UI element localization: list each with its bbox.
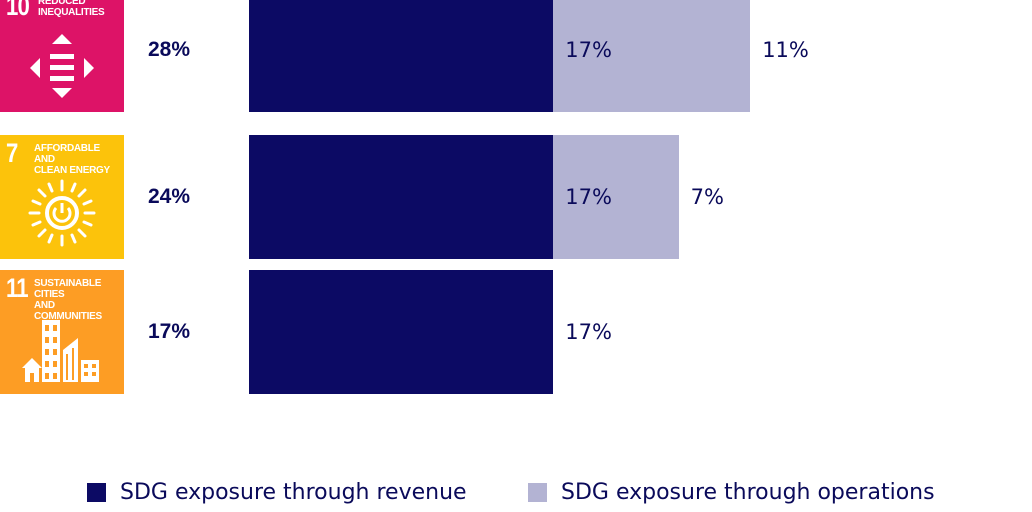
bar-label-revenue-1: 17% <box>565 185 612 209</box>
reduced-inequalities-icon <box>30 34 94 98</box>
bar-operations-1 <box>553 135 679 259</box>
total-label: 28% <box>148 38 191 61</box>
sdg-title: AFFORDABLE AND CLEAN ENERGY <box>34 143 110 176</box>
legend-label-operations: SDG exposure through operations <box>561 479 935 505</box>
legend-item-operations: SDG exposure through operations <box>528 472 935 512</box>
bar-operations-0 <box>553 0 751 112</box>
bar-revenue-1 <box>249 135 554 259</box>
sdg-11-tile: 11 SUSTAINABLE CITIES AND COMMUNITIES <box>0 270 124 394</box>
bar-label-operations-1: 7% <box>690 185 724 209</box>
legend-swatch-operations <box>528 482 547 502</box>
sdg-10-tile: 10 REDUCED INEQUALITIES <box>0 0 124 112</box>
chart-row-sustainable-cities: 11 SUSTAINABLE CITIES AND COMMUNITIES <box>0 270 1032 394</box>
total-label: 24% <box>148 185 191 208</box>
bar-revenue-0 <box>249 0 554 112</box>
clean-energy-sun-icon <box>28 179 96 247</box>
sustainable-cities-buildings-icon <box>22 320 99 382</box>
sdg-number: 10 <box>6 0 30 21</box>
bar-revenue-2 <box>249 270 554 394</box>
sdg-7-tile: 7 AFFORDABLE AND CLEAN ENERGY <box>0 135 124 259</box>
chart-row-reduced-inequalities: 10 REDUCED INEQUALITIES 28% <box>0 0 1032 124</box>
legend-swatch-revenue <box>87 482 106 502</box>
sdg-title: REDUCED INEQUALITIES <box>38 0 105 18</box>
total-label: 17% <box>148 320 191 343</box>
bar-label-revenue-2: 17% <box>565 320 612 344</box>
bar-label-revenue-0: 17% <box>565 38 612 62</box>
sdg-title: SUSTAINABLE CITIES AND COMMUNITIES <box>34 278 102 322</box>
legend-label-revenue: SDG exposure through revenue <box>120 479 467 505</box>
sdg-number: 7 <box>6 138 18 168</box>
chart-row-affordable-clean-energy: 7 AFFORDABLE AND CLEAN ENERGY <box>0 135 1032 259</box>
legend-item-revenue: SDG exposure through revenue <box>87 472 467 512</box>
bar-label-operations-0: 11% <box>762 38 809 62</box>
sdg-number: 11 <box>6 273 29 303</box>
legend: SDG exposure through revenue SDG exposur… <box>0 472 1032 512</box>
